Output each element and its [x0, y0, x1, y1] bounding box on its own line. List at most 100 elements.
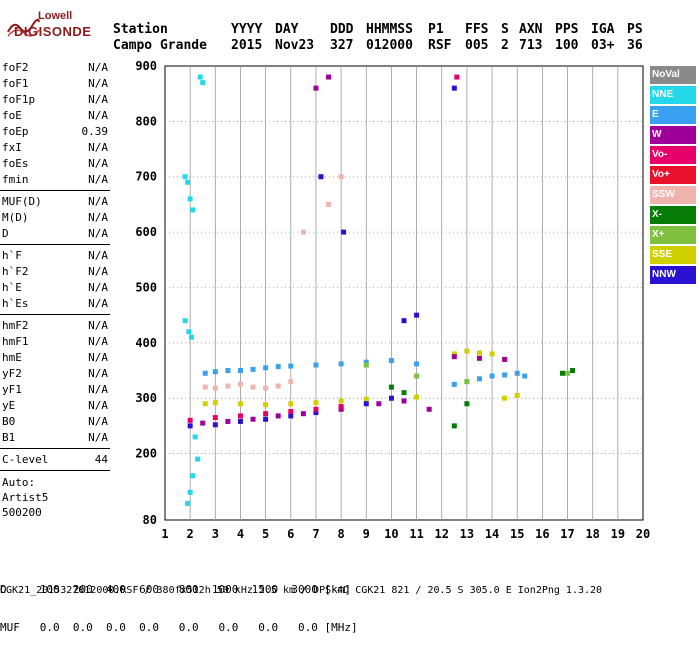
echo-point-sse	[489, 351, 495, 357]
header-label-hhmmss: HHMMSS	[366, 22, 413, 37]
param-value: N/A	[88, 281, 108, 294]
param-name: hmF2	[2, 319, 29, 332]
echo-point-ssw	[275, 383, 281, 389]
param-row-foes: foEs N/A	[2, 156, 108, 172]
logo-wave-icon	[7, 18, 40, 37]
param-row-mufd: MUF(D) N/A	[2, 194, 108, 210]
echo-point-w	[476, 355, 482, 361]
x-tick-label: 19	[611, 527, 625, 541]
autoscale-note: Auto:	[2, 476, 36, 489]
param-value: N/A	[88, 383, 108, 396]
echo-point-ssw	[263, 385, 269, 391]
y-tick-label: 600	[135, 225, 157, 239]
echo-point-sse	[451, 351, 457, 357]
logo-text-digisonde: DIGISONDE	[14, 24, 92, 39]
echo-point-nne	[182, 174, 188, 180]
param-value: N/A	[88, 265, 108, 278]
echo-point-vo	[237, 413, 243, 419]
param-name: fxI	[2, 141, 22, 154]
echo-point-w	[275, 413, 281, 419]
echo-point-x	[451, 423, 457, 429]
header-time-value: 012000	[366, 38, 413, 53]
param-name: h`E	[2, 281, 22, 294]
param-divider	[0, 244, 110, 245]
x-tick-label: 12	[435, 527, 449, 541]
echo-point-nnw	[288, 413, 294, 419]
echo-point-x	[464, 401, 470, 407]
param-name: fmin	[2, 173, 29, 186]
param-name: yE	[2, 399, 16, 412]
x-tick-label: 14	[485, 527, 499, 541]
echo-point-nne	[197, 74, 203, 80]
echo-point-ssw	[326, 201, 332, 207]
param-row-fxi: fxI N/A	[2, 140, 108, 156]
echo-point-nne	[185, 500, 191, 506]
echo-point-e	[225, 368, 231, 374]
echo-point-e	[338, 361, 344, 367]
echo-point-e	[363, 359, 369, 365]
param-row-he: h`E N/A	[2, 280, 108, 296]
x-tick-label: 13	[460, 527, 474, 541]
header-label-iga: IGA	[591, 22, 615, 37]
param-value: N/A	[88, 195, 108, 208]
echo-point-e	[476, 376, 482, 382]
legend-item-vo: Vo+	[650, 166, 696, 184]
param-name: C-level	[2, 453, 49, 466]
x-tick-label: 10	[384, 527, 398, 541]
logo-text-lowell: Lowell	[38, 10, 73, 22]
param-value: 0.39	[81, 125, 109, 138]
echo-point-x	[388, 384, 394, 390]
echo-point-x	[464, 379, 470, 385]
param-row-yf2: yF2 N/A	[2, 366, 108, 382]
param-name: M(D)	[2, 211, 29, 224]
echo-point-sse	[514, 392, 520, 398]
echo-point-vo	[187, 417, 193, 423]
header-doy-value: 327	[330, 38, 354, 53]
x-tick-label: 8	[337, 527, 344, 541]
x-tick-label: 15	[510, 527, 524, 541]
param-row-fof1p: foF1p N/A	[2, 92, 108, 108]
echo-point-nnw	[187, 423, 193, 429]
x-tick-label: 7	[312, 527, 319, 541]
echo-point-sse	[237, 401, 243, 407]
header-label-axn: AXN	[519, 22, 543, 37]
header-label-yyyy: YYYY	[231, 22, 263, 37]
digisonde-logo: Lowell DIGISONDE	[0, 0, 104, 52]
echo-point-nnw	[318, 174, 324, 180]
echo-point-nnw	[263, 416, 269, 422]
legend-item-sse: SSE	[650, 246, 696, 264]
echo-point-w	[338, 406, 344, 412]
autoscale-note: Artist5	[2, 491, 49, 504]
echo-point-vo	[313, 406, 319, 412]
echo-point-e	[263, 365, 269, 371]
header-station-value: Campo Grande	[113, 38, 207, 53]
echo-point-nnw	[363, 401, 369, 407]
x-tick-label: 18	[585, 527, 599, 541]
param-row-hf: h`F N/A	[2, 248, 108, 264]
param-name: foF2	[2, 61, 29, 74]
legend-item-nne: NNE	[650, 86, 696, 104]
echo-point-vo	[212, 415, 218, 421]
muf-table: D 100 200 400 600 800 1000 1500 3000 [km…	[0, 558, 358, 647]
echo-point-w	[326, 74, 332, 80]
param-value: N/A	[88, 415, 108, 428]
echo-point-vo	[288, 408, 294, 414]
echo-point-e	[250, 366, 256, 372]
header-pps-value: 100	[555, 38, 579, 53]
echo-point-e	[202, 370, 208, 376]
echo-point-sse	[502, 395, 508, 401]
param-divider	[0, 190, 110, 191]
y-tick-label: 900	[135, 59, 157, 73]
param-row-b1: B1 N/A	[2, 430, 108, 446]
header-label-p1: P1	[428, 22, 444, 37]
echo-point-sse	[414, 394, 420, 400]
param-name: foEs	[2, 157, 29, 170]
param-row-clevel: C-level 44	[2, 452, 108, 468]
echo-point-nne	[186, 329, 192, 335]
param-row-fmin: fmin N/A	[2, 172, 108, 188]
echo-point-nne	[182, 318, 188, 324]
echo-point-ssw	[202, 384, 208, 390]
header-label-station: Station	[113, 22, 168, 37]
param-name: yF1	[2, 383, 22, 396]
y-tick-label: 200	[135, 447, 157, 461]
